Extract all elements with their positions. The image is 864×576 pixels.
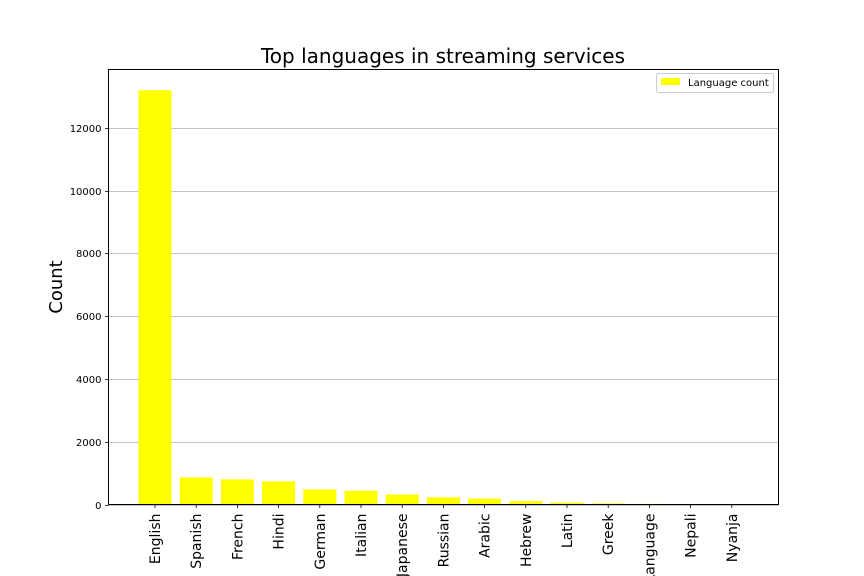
bar-spanish: [179, 477, 213, 505]
y-tick-label-2: 4000: [76, 375, 101, 386]
x-tick-label-2: French: [230, 514, 246, 561]
x-tick-label-11: Greek: [601, 513, 617, 556]
x-tick-label-3: Hindi: [272, 514, 288, 550]
bar-hindi: [262, 481, 296, 505]
x-tick-label-5: Italian: [354, 514, 370, 557]
bar-greek: [591, 503, 625, 505]
x-tick-label-0: English: [148, 514, 164, 565]
x-tick-label-9: Hebrew: [519, 514, 535, 568]
chart-title: Top languages in streaming services: [260, 44, 625, 68]
y-tick-label-5: 10000: [70, 187, 102, 198]
legend-label: Language count: [688, 78, 769, 89]
y-tick-label-1: 2000: [76, 438, 101, 449]
legend-swatch: [661, 78, 680, 85]
plot-frame: [108, 69, 779, 505]
x-tick-label-7: Russian: [436, 514, 452, 568]
bar-arabic: [468, 498, 502, 505]
x-tick-label-6: Japanese: [395, 514, 411, 576]
y-tick-label-0: 0: [95, 501, 101, 512]
bar-japanese: [385, 494, 419, 505]
x-tick-label-13: Nepali: [684, 514, 700, 558]
y-tick-label-3: 6000: [76, 312, 101, 323]
x-tick-label-8: Arabic: [478, 514, 494, 558]
bar-italian: [344, 490, 378, 505]
x-tick-label-10: Latin: [560, 514, 576, 549]
bar-hebrew: [509, 501, 543, 505]
y-axis-label: Count: [46, 260, 67, 313]
x-tick-label-14: Nyanja: [725, 514, 741, 563]
x-tick-label-12: Language: [642, 514, 658, 576]
y-axis-ticks: 0 2000 4000 6000 8000 10000 12000: [70, 124, 109, 512]
bars: [138, 90, 749, 505]
x-tick-label-4: German: [313, 514, 329, 570]
legend-box: [656, 73, 774, 93]
y-tick-label-4: 8000: [76, 249, 101, 260]
x-axis-ticks: English Spanish French Hindi German Italian Ja…: [148, 504, 741, 576]
bar-french: [220, 479, 254, 505]
bar-latin: [550, 502, 584, 505]
y-tick-label-6: 12000: [70, 124, 102, 135]
bar-english: [138, 90, 172, 505]
gridlines: [108, 128, 779, 506]
bar-russian: [426, 497, 460, 505]
legend: Language count: [656, 73, 774, 93]
x-tick-label-1: Spanish: [189, 514, 205, 569]
bar-german: [303, 489, 337, 505]
